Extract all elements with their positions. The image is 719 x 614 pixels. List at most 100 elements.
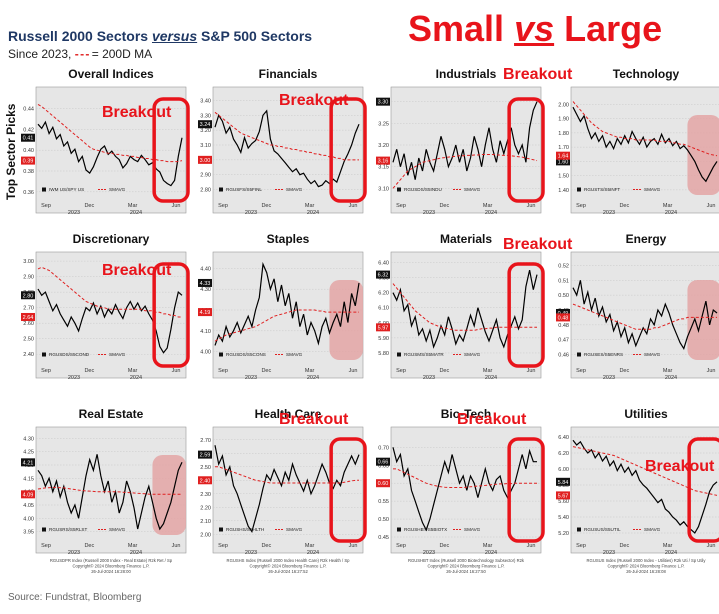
ma-value-label: 2.64 (23, 315, 34, 321)
chart-title: Overall Indices (68, 67, 154, 81)
legend-ticker: RGUSES/S5ENRS (584, 352, 623, 357)
y-tick-label: 2.20 (200, 505, 211, 511)
ma-value-label: 2.40 (200, 478, 211, 484)
y-tick-label: 5.80 (558, 483, 569, 489)
footnote-line: 26-Jul-2024 16:27:52 (268, 569, 308, 574)
x-year-label: 2024 (307, 210, 319, 216)
last-value-badge (21, 458, 35, 467)
chart-panel: Overall Indices0.360.380.400.420.440.410… (21, 67, 190, 216)
footnote-line: Copyright© 2024 Bloomberg Finance L.P. (249, 564, 326, 569)
y-tick-label: 0.48 (558, 323, 569, 329)
x-tick-label: Dec (261, 203, 271, 209)
legend-price-swatch (577, 352, 581, 357)
source-note: Source: Fundstrat, Bloomberg (8, 592, 142, 603)
x-tick-label: Jun (172, 203, 181, 209)
last-value-label: 5.84 (558, 480, 569, 486)
chart-panel: Energy0.460.470.480.490.500.510.520.490.… (556, 232, 719, 381)
x-tick-label: Dec (261, 368, 271, 374)
plot-area (35, 251, 187, 379)
chart-panel: Real Estate 3.95 4.00 4.05 4.10 4.15 4.20 4.25 4… (21, 407, 187, 556)
highlight-outline (507, 97, 545, 203)
chart-panel: Technology 1.40 1.50 1.60 1.70 1.80 1.90 2.00 1.… (556, 67, 719, 216)
price-line (392, 447, 537, 532)
highlight-outline (329, 437, 367, 543)
x-year-label: 2024 (665, 550, 677, 556)
ma-value-label: 0.48 (558, 315, 569, 321)
y-tick-label: 2.10 (200, 519, 211, 525)
y-tick-label: 6.20 (558, 451, 569, 457)
x-tick-label: Sep (576, 543, 586, 549)
y-tick-label: 3.10 (378, 186, 389, 192)
ma-value-label: 4.09 (23, 492, 34, 498)
y-tick-label: 3.15 (378, 165, 389, 171)
ma-line (572, 446, 718, 496)
last-value-label: 1.60 (558, 159, 569, 165)
x-tick-label: Jun (172, 543, 181, 549)
x-tick-label: Jun (707, 203, 716, 209)
footnote-line: 26-Jul-2024 16:28:08 (626, 569, 666, 574)
legend-price-swatch (397, 187, 401, 192)
ma-value-label: 3.00 (200, 158, 211, 164)
last-value-label: 4.33 (200, 281, 211, 287)
last-value-label: 3.30 (378, 100, 389, 106)
x-tick-label: Mar (663, 203, 673, 209)
legend-price-swatch (219, 352, 223, 357)
y-tick-label: 2.40 (23, 352, 34, 358)
price-line (392, 101, 538, 180)
x-year-label: 2023 (603, 550, 615, 556)
ma-line (37, 103, 183, 163)
ma-value-label: 3.16 (378, 159, 389, 165)
y-tick-label: 4.30 (200, 287, 211, 293)
x-tick-label: Mar (128, 203, 138, 209)
x-tick-label: Sep (41, 203, 51, 209)
last-value-badge (376, 270, 390, 279)
price-line (214, 445, 360, 534)
last-value-label: 0.49 (558, 311, 569, 317)
ma-value-badge (376, 479, 390, 488)
x-tick-label: Sep (396, 543, 406, 549)
legend-price-swatch (219, 527, 223, 532)
y-tick-label: 2.30 (200, 492, 211, 498)
breakout-annotation: Breakout (457, 411, 527, 428)
ma-line (37, 266, 182, 318)
x-tick-label: Jun (527, 368, 536, 374)
x-year-label: 2024 (130, 210, 142, 216)
x-year-label: 2023 (423, 550, 435, 556)
x-tick-label: Jun (349, 368, 358, 374)
y-tick-label: 3.25 (378, 121, 389, 127)
x-tick-label: Sep (41, 543, 51, 549)
x-tick-label: Sep (396, 368, 406, 374)
x-tick-label: Dec (619, 203, 629, 209)
y-tick-label: 4.00 (23, 516, 34, 522)
last-value-badge (556, 477, 570, 486)
y-tick-label: 2.70 (200, 438, 211, 444)
y-tick-label: 6.00 (378, 321, 389, 327)
chart-title: Discretionary (73, 232, 150, 246)
last-value-label: 4.21 (23, 460, 34, 466)
ma-value-badge (198, 155, 212, 164)
chart-panel: Industrials3.103.153.203.253.303.303.16R… (376, 66, 573, 216)
last-value-badge (556, 308, 570, 317)
x-year-label: 2023 (245, 375, 257, 381)
last-value-label: 3.24 (200, 122, 211, 128)
legend-ticker: RGUSMS/S5MATR (404, 352, 444, 357)
last-value-badge (198, 278, 212, 287)
y-tick-label: 3.00 (23, 259, 34, 265)
y-tick-label: 6.40 (378, 261, 389, 267)
plot-area (570, 426, 719, 554)
ma-value-badge (556, 151, 570, 160)
footnote-line: 26-Jul-2024 16:27:50 (446, 569, 486, 574)
y-tick-label: 3.00 (200, 158, 211, 164)
breakout-annotation: Breakout (279, 411, 349, 428)
y-tick-label: 2.80 (200, 188, 211, 194)
y-tick-label: 2.00 (558, 102, 569, 108)
last-value-label: 2.59 (200, 453, 211, 459)
price-line (37, 454, 183, 531)
legend-price-swatch (577, 187, 581, 192)
legend-ticker: RGUSTS/S5INFT (584, 187, 620, 192)
x-tick-label: Dec (84, 368, 94, 374)
chart-panel: Bio-Tech0.450.500.550.600.650.700.660.60… (376, 407, 545, 556)
ma-value-label: 4.19 (200, 310, 211, 316)
report-title: Russell 2000 Sectors versus S&P 500 Sect… (8, 28, 313, 44)
